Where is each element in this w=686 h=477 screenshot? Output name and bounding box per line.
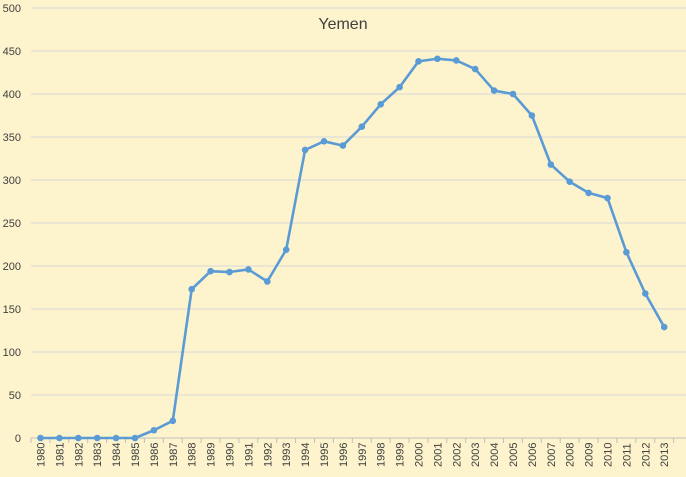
x-axis-tick-labels: 1980 1981 1982 1983 1984 1985 1986 1987 1988 1989… bbox=[36, 443, 672, 467]
gridlines bbox=[31, 7, 686, 396]
data-point bbox=[604, 194, 611, 202]
y-tick-label: 50 bbox=[9, 390, 21, 402]
x-tick-label: 2010 bbox=[603, 443, 615, 467]
x-tick-label: 1997 bbox=[357, 443, 369, 467]
x-tick-label: 1989 bbox=[206, 443, 218, 467]
data-point bbox=[377, 101, 385, 108]
data-point bbox=[509, 90, 517, 98]
data-point bbox=[642, 290, 649, 297]
y-tick-label: 450 bbox=[3, 46, 21, 58]
x-tick-label: 2001 bbox=[432, 443, 444, 467]
data-point bbox=[566, 178, 573, 186]
x-tick-label: 1986 bbox=[149, 443, 161, 467]
data-point bbox=[282, 246, 290, 253]
data-point bbox=[471, 65, 479, 73]
data-point bbox=[547, 161, 555, 168]
x-tick-label: 2008 bbox=[565, 443, 577, 467]
data-point bbox=[453, 57, 460, 64]
x-tick-label: 2011 bbox=[621, 443, 633, 467]
data-point bbox=[207, 267, 214, 275]
x-tick-label: 2009 bbox=[584, 443, 596, 467]
x-tick-label: 2013 bbox=[659, 443, 671, 467]
y-tick-label: 350 bbox=[3, 132, 21, 144]
x-tick-label: 2006 bbox=[527, 443, 539, 467]
data-point bbox=[131, 434, 139, 442]
y-tick-label: 150 bbox=[3, 304, 21, 316]
x-tick-label: 1994 bbox=[300, 443, 312, 467]
x-tick-label: 2005 bbox=[508, 443, 520, 467]
y-tick-label: 100 bbox=[3, 347, 21, 359]
data-point bbox=[528, 112, 536, 119]
data-point bbox=[301, 146, 309, 154]
y-axis-tick-labels: 0 50 100 150 200 250 300 350 400 450 500 bbox=[3, 3, 21, 445]
series bbox=[37, 55, 668, 442]
axes bbox=[30, 437, 686, 443]
x-tick-label: 1984 bbox=[111, 443, 123, 467]
data-point bbox=[339, 142, 347, 149]
x-tick-label: 1988 bbox=[187, 443, 199, 467]
y-tick-label: 400 bbox=[3, 89, 21, 101]
data-point bbox=[112, 434, 120, 442]
data-point bbox=[623, 248, 630, 256]
data-point bbox=[188, 285, 195, 293]
data-point bbox=[93, 434, 101, 442]
x-tick-label: 1999 bbox=[395, 443, 407, 467]
data-point bbox=[396, 83, 403, 91]
x-tick-label: 2007 bbox=[546, 443, 558, 467]
x-tick-label: 2003 bbox=[470, 443, 482, 467]
x-tick-label: 1990 bbox=[225, 443, 237, 467]
x-tick-label: 1981 bbox=[54, 443, 66, 467]
data-point bbox=[226, 268, 233, 276]
x-tick-label: 1998 bbox=[376, 443, 388, 467]
x-tick-label: 1995 bbox=[319, 443, 331, 467]
data-point bbox=[264, 278, 271, 285]
x-tick-label: 2000 bbox=[414, 443, 426, 467]
data-point bbox=[490, 87, 498, 94]
x-tick-label: 1987 bbox=[168, 443, 180, 467]
x-tick-label: 1996 bbox=[338, 443, 350, 467]
x-tick-label: 2012 bbox=[640, 443, 652, 467]
y-tick-label: 500 bbox=[3, 3, 21, 15]
y-tick-label: 200 bbox=[3, 261, 21, 273]
chart-title: Yemen bbox=[318, 16, 367, 33]
x-tick-label: 1982 bbox=[73, 443, 85, 467]
x-tick-label: 1980 bbox=[36, 443, 48, 467]
data-point bbox=[358, 123, 366, 130]
data-point bbox=[660, 323, 668, 331]
data-point bbox=[150, 426, 158, 434]
x-tick-label: 1991 bbox=[243, 443, 255, 467]
x-tick-label: 1985 bbox=[130, 443, 142, 467]
y-tick-label: 0 bbox=[15, 433, 21, 445]
data-point bbox=[37, 434, 44, 442]
x-tick-label: 2002 bbox=[451, 443, 463, 467]
x-tick-label: 2004 bbox=[489, 443, 501, 467]
y-tick-label: 250 bbox=[3, 218, 21, 230]
x-tick-label: 1992 bbox=[262, 443, 274, 467]
y-tick-label: 300 bbox=[3, 175, 21, 187]
x-tick-label: 1993 bbox=[281, 443, 293, 467]
x-tick-label: 1983 bbox=[92, 443, 104, 467]
data-point bbox=[320, 138, 328, 145]
series-line bbox=[40, 57, 666, 440]
data-point bbox=[585, 189, 592, 197]
data-point bbox=[56, 434, 63, 442]
data-point bbox=[415, 58, 422, 65]
data-point bbox=[245, 266, 252, 273]
data-point bbox=[434, 55, 441, 63]
data-point bbox=[75, 434, 82, 442]
data-point bbox=[169, 417, 177, 425]
